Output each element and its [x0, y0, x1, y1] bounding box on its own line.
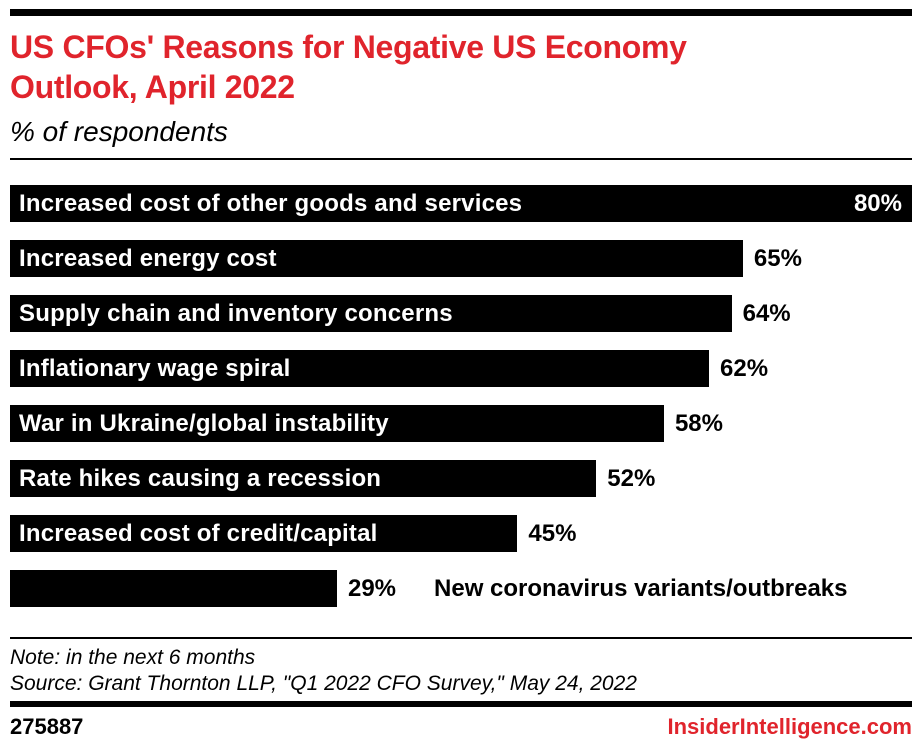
bar-row: Inflationary wage spiral 62%	[10, 350, 912, 387]
notes-block: Note: in the next 6 months Source: Grant…	[10, 645, 912, 697]
bar-rate-hikes-recession: Rate hikes causing a recession	[10, 460, 597, 497]
bar-value: 62%	[720, 354, 769, 382]
bar-label: Rate hikes causing a recession	[19, 464, 382, 492]
bar-value: 58%	[674, 409, 723, 437]
bar-inflationary-wage-spiral: Inflationary wage spiral	[10, 350, 710, 387]
bar-label: Increased cost of credit/capital	[19, 519, 378, 547]
bar-cost-of-credit-capital: Increased cost of credit/capital	[10, 515, 518, 552]
footer: 275887 InsiderIntelligence.com	[10, 714, 912, 740]
bar-row: War in Ukraine/global instability 58%	[10, 405, 912, 442]
bar-supply-chain-concerns: Supply chain and inventory concerns	[10, 295, 732, 332]
bar-row: Increased energy cost 65%	[10, 240, 912, 277]
bar-value: 64%	[742, 299, 791, 327]
bar-value: 52%	[607, 464, 656, 492]
bar-war-in-ukraine: War in Ukraine/global instability	[10, 405, 664, 442]
chart-title: US CFOs' Reasons for Negative US Economy…	[10, 27, 912, 107]
bar-label: Increased cost of other goods and servic…	[19, 189, 523, 217]
bar-row: Rate hikes causing a recession 52%	[10, 460, 912, 497]
bar-row: Increased cost of other goods and servic…	[10, 185, 912, 222]
bar-row: Supply chain and inventory concerns 64%	[10, 295, 912, 332]
bar-label: Increased energy cost	[19, 244, 277, 272]
chart-subtitle: % of respondents	[10, 116, 228, 147]
bar-increased-cost-other-goods: Increased cost of other goods and servic…	[10, 185, 912, 222]
bar-label: Inflationary wage spiral	[19, 354, 291, 382]
top-rule	[10, 9, 912, 16]
bar-label: New coronavirus variants/outbreaks	[434, 574, 848, 602]
bar-value: 45%	[528, 519, 577, 547]
divider-above-notes	[10, 637, 912, 639]
bar-value: 80%	[853, 189, 902, 217]
bar-label: Supply chain and inventory concerns	[19, 299, 453, 327]
bar-label: War in Ukraine/global instability	[19, 409, 389, 437]
insider-intelligence-link[interactable]: InsiderIntelligence.com	[667, 714, 912, 739]
bar-coronavirus-variants	[10, 570, 337, 607]
divider-footer	[10, 701, 912, 707]
bar-chart: Increased cost of other goods and servic…	[10, 185, 912, 607]
source-text: Source: Grant Thornton LLP, "Q1 2022 CFO…	[10, 672, 637, 695]
note-text: Note: in the next 6 months	[10, 646, 256, 669]
bar-increased-energy-cost: Increased energy cost	[10, 240, 743, 277]
bar-row: 29% New coronavirus variants/outbreaks	[10, 570, 912, 607]
chart-id: 275887	[10, 714, 84, 739]
chart-title-line-1: US CFOs' Reasons for Negative US Economy	[10, 29, 687, 65]
bar-row: Increased cost of credit/capital 45%	[10, 515, 912, 552]
divider-above-chart	[10, 158, 912, 160]
chart-title-line-2: Outlook, April 2022	[10, 69, 295, 105]
bar-value: 65%	[753, 244, 802, 272]
bar-value: 29%	[347, 574, 397, 602]
